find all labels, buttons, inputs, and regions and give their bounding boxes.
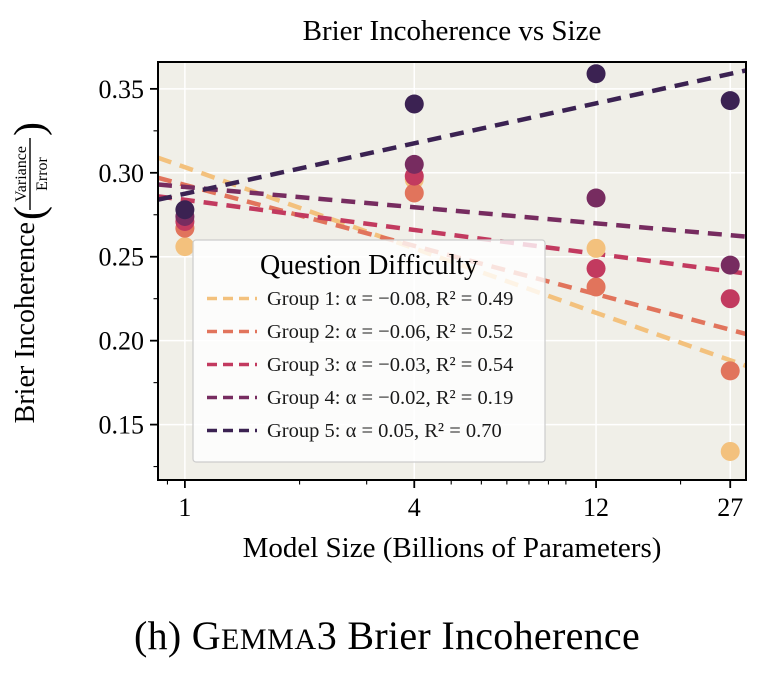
x-tick-label: 27 — [717, 493, 743, 522]
y-tick-label: 0.20 — [99, 327, 145, 356]
scatter-point-group-3 — [586, 258, 606, 278]
caption-model-smallcaps: EMMA — [220, 623, 317, 656]
legend-entry-label: Group 1: α = −0.08, R² = 0.49 — [267, 288, 513, 310]
legend-entry-label: Group 4: α = −0.02, R² = 0.19 — [267, 387, 513, 409]
legend-entry-label: Group 3: α = −0.03, R² = 0.54 — [267, 354, 513, 376]
y-tick-label: 0.35 — [99, 75, 145, 104]
trend-line-group-3 — [158, 194, 746, 276]
y-axis-label-text: Brier Incoherence — [10, 222, 41, 423]
legend-box — [192, 239, 546, 463]
legend-entry-label: Group 5: α = 0.05, R² = 0.70 — [267, 420, 502, 442]
legend-title: Question Difficulty — [260, 250, 478, 281]
scatter-point-group-4 — [586, 188, 606, 208]
scatter-point-group-5 — [586, 64, 606, 84]
scatter-point-group-4 — [404, 154, 424, 174]
x-axis-label: Model Size (Billions of Parameters) — [243, 532, 662, 564]
axis-ticks: 1 4 12 27 0.15 0.20 0.25 0.30 0.35 — [99, 75, 744, 522]
scatter-point-group-5 — [175, 200, 195, 220]
caption-rest: 3 Brier Incoherence — [316, 613, 641, 658]
ylabel-fraction-numerator: Variance — [13, 146, 30, 202]
plot-border — [157, 61, 747, 481]
scatter-point-group-2 — [404, 183, 424, 203]
chart-title: Brier Incoherence vs Size — [303, 15, 602, 47]
legend-entry-label: Group 2: α = −0.06, R² = 0.52 — [267, 321, 513, 343]
x-tick-label: 12 — [583, 493, 609, 522]
y-tick-label: 0.15 — [99, 411, 145, 440]
y-tick-label: 0.30 — [99, 159, 145, 188]
scatter-point-group-2 — [720, 361, 740, 381]
x-tick-label: 4 — [408, 493, 421, 522]
scatter-point-group-5 — [404, 94, 424, 114]
legend: Question Difficulty Group 1: α = −0.08, … — [192, 239, 546, 463]
trend-line-group-4 — [158, 182, 746, 239]
y-tick-label: 0.25 — [99, 243, 145, 272]
y-axis-label: Brier Incoherence ( Variance Error ) — [7, 122, 53, 423]
scatter-point-group-5 — [720, 91, 740, 111]
legend-entries: Group 1: α = −0.08, R² = 0.49 Group 2: α … — [207, 288, 513, 442]
chart: 1 4 12 27 0.15 0.20 0.25 0.30 0.35 Brier Incoher… — [7, 15, 747, 564]
ylabel-close-paren: ) — [7, 122, 53, 136]
scatter-point-group-1 — [720, 441, 740, 461]
scatter-point-group-3 — [720, 289, 740, 309]
ylabel-open-paren: ( — [7, 206, 53, 220]
scatter-point-group-1 — [586, 238, 606, 258]
scatter-point-group-2 — [586, 277, 606, 297]
scatter-point-group-4 — [720, 255, 740, 275]
caption-prefix: (h) G — [133, 613, 221, 658]
ylabel-fraction-denominator: Error — [34, 156, 51, 190]
x-tick-label: 1 — [178, 493, 191, 522]
scatter-point-group-1 — [175, 237, 195, 257]
trend-line-group-5 — [158, 68, 746, 202]
figure-caption: (h) GEMMA3 Brier Incoherence — [0, 612, 774, 659]
